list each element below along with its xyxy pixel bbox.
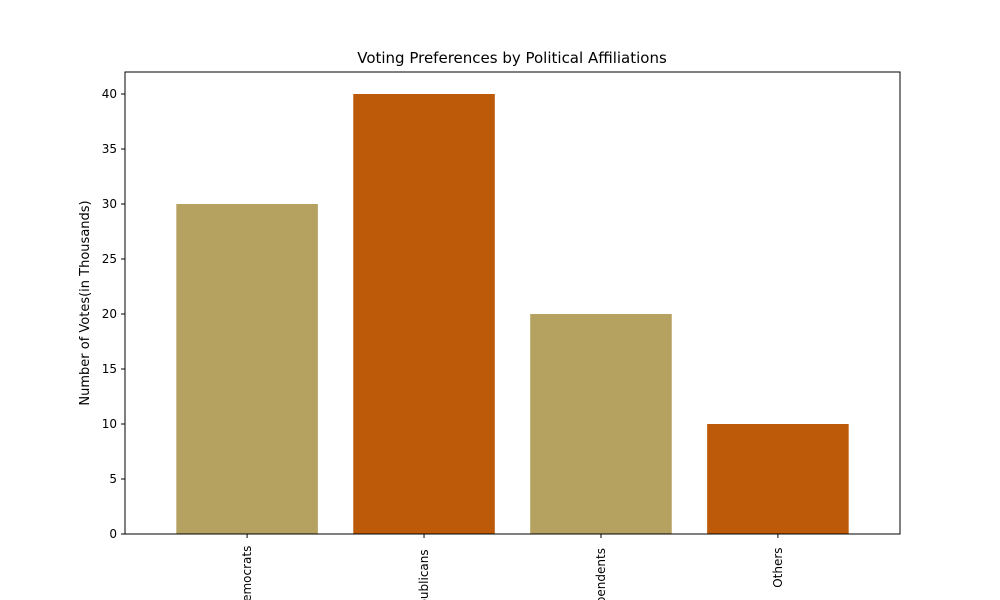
x-tick-label: Others — [771, 547, 785, 587]
y-tick-label: 15 — [102, 362, 117, 376]
y-tick-label: 20 — [102, 307, 117, 321]
x-tick-label: Republicans — [417, 549, 431, 600]
x-tick-label: Democrats — [240, 546, 254, 600]
plot-frame — [124, 71, 901, 535]
bar-independents — [530, 314, 672, 534]
x-axis-ticks: Democrats Republicans Independents Others — [240, 534, 785, 600]
bars-group — [176, 94, 849, 534]
bar-others — [707, 424, 849, 534]
x-tick-label: Independents — [594, 548, 608, 600]
y-tick-label: 40 — [102, 87, 117, 101]
y-tick-label: 0 — [109, 527, 117, 541]
y-tick-label: 35 — [102, 142, 117, 156]
y-tick-label: 5 — [109, 472, 117, 486]
bar-democrats — [176, 204, 318, 534]
y-tick-label: 25 — [102, 252, 117, 266]
bar-republicans — [353, 94, 495, 534]
y-tick-label: 30 — [102, 197, 117, 211]
y-tick-label: 10 — [102, 417, 117, 431]
y-axis-ticks: 0 5 10 15 20 25 30 35 40 — [102, 87, 125, 541]
chart-title: Voting Preferences by Political Affiliat… — [357, 49, 667, 67]
y-axis-label: Number of Votes(in Thousands) — [78, 200, 93, 405]
